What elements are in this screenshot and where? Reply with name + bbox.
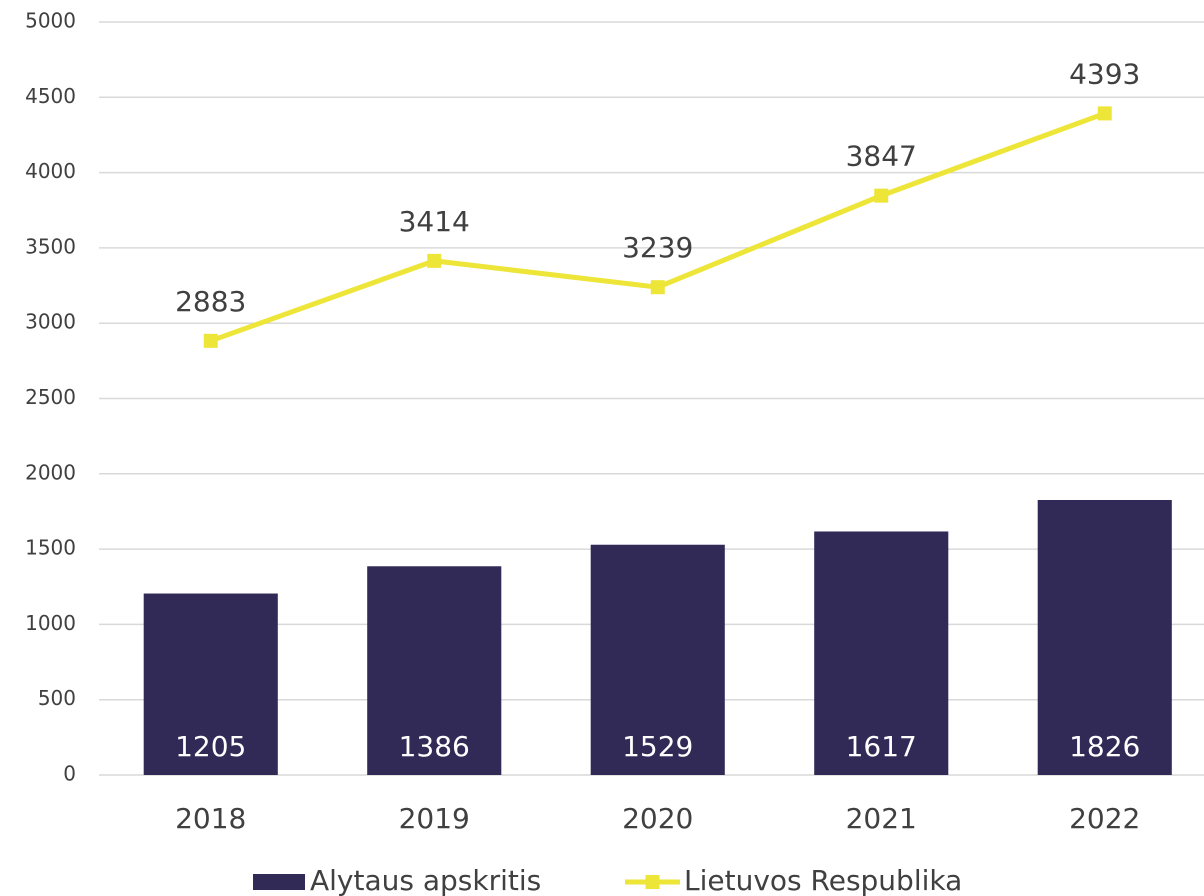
x-tick-label: 2020 — [622, 802, 693, 835]
y-tick-label: 2500 — [25, 385, 76, 409]
bar — [1037, 500, 1172, 775]
y-tick-label: 5000 — [25, 9, 76, 33]
legend-label: Lietuvos Respublika — [684, 864, 962, 896]
marker — [650, 280, 665, 295]
y-tick-label: 1500 — [25, 536, 76, 560]
line — [209, 111, 1106, 344]
data-label: 4393 — [1069, 57, 1140, 90]
y-tick-label: 500 — [38, 686, 76, 710]
y-tick-label: 2000 — [25, 460, 76, 484]
y-tick-label: 1000 — [25, 611, 76, 635]
x-tick-label: 2022 — [1069, 802, 1140, 835]
y-tick-label: 0 — [63, 762, 76, 786]
bar — [143, 593, 278, 775]
data-label: 1386 — [399, 730, 470, 763]
data-label: 1826 — [1069, 730, 1140, 763]
data-label: 2883 — [175, 285, 246, 318]
y-tick-label: 4500 — [25, 84, 76, 108]
legend-swatch — [253, 874, 305, 890]
x-tick-label: 2018 — [175, 802, 246, 835]
marker — [874, 188, 889, 203]
bar — [367, 566, 502, 775]
data-label: 1205 — [175, 730, 246, 763]
bar — [814, 531, 949, 775]
legend-label: Alytaus apskritis — [310, 864, 541, 896]
y-tick-label: 3500 — [25, 234, 76, 258]
data-label: 1529 — [622, 730, 693, 763]
data-label: 3239 — [622, 231, 693, 264]
data-label: 3847 — [846, 140, 917, 173]
y-tick-label: 4000 — [25, 159, 76, 183]
y-tick-label: 3000 — [25, 310, 76, 334]
marker — [1097, 106, 1112, 121]
data-label: 3414 — [399, 205, 470, 238]
bar — [590, 544, 725, 775]
data-label: 1617 — [846, 730, 917, 763]
x-tick-label: 2019 — [399, 802, 470, 835]
marker — [203, 333, 218, 348]
x-tick-label: 2021 — [846, 802, 917, 835]
marker — [427, 253, 442, 268]
legend-marker — [645, 875, 660, 889]
